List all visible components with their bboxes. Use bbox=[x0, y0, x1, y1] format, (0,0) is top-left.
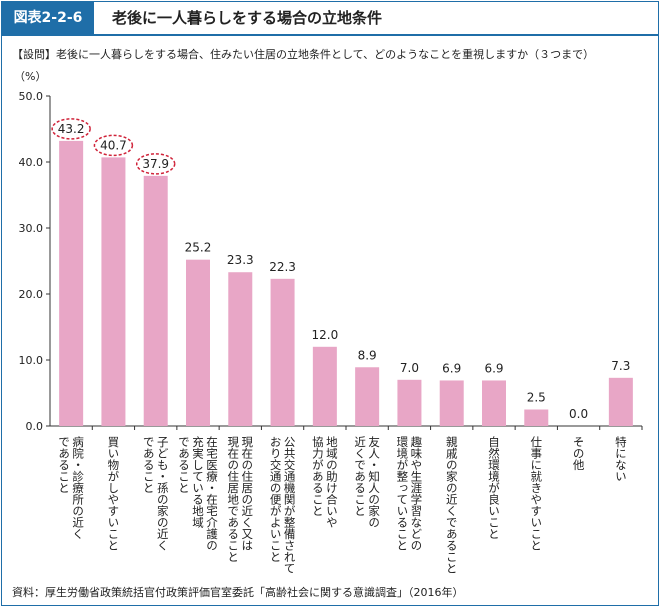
x-category-label-line: であること bbox=[142, 436, 156, 494]
value-label: 7.0 bbox=[400, 361, 419, 375]
x-category-label-line: 協力があること bbox=[311, 435, 325, 516]
x-category-label-line: 公共交通機関が整備されて bbox=[283, 436, 297, 574]
value-label: 37.9 bbox=[142, 157, 169, 171]
bar bbox=[186, 259, 210, 426]
x-category-label: 買い物がしやすいこと bbox=[106, 436, 120, 551]
x-category-label-line: 現在の住居地であること bbox=[226, 436, 240, 563]
bar bbox=[355, 367, 380, 426]
value-label: 25.2 bbox=[185, 241, 212, 255]
value-label: 6.9 bbox=[484, 361, 503, 375]
x-category-label-line: 特にない bbox=[614, 435, 628, 482]
value-label: 0.0 bbox=[569, 407, 588, 421]
x-category-label-line: 親戚の家の近くであること bbox=[445, 436, 459, 574]
x-category-label-line: 子ども・孫の家の近く bbox=[156, 436, 170, 551]
bar bbox=[228, 272, 253, 426]
x-category-label-line: その他 bbox=[572, 436, 586, 471]
value-label: 7.3 bbox=[611, 359, 630, 373]
highlight-ellipse bbox=[93, 134, 134, 157]
value-label: 6.9 bbox=[442, 361, 461, 375]
x-category-label: その他 bbox=[572, 436, 586, 471]
x-category-label-line: 現在の住居の近く又は bbox=[240, 436, 254, 551]
value-label: 8.9 bbox=[358, 348, 377, 362]
bar bbox=[397, 379, 422, 426]
highlight-ellipse bbox=[135, 153, 176, 175]
survey-question: 【設問】老後に一人暮らしをする場合、住みたい住居の立地条件として、どのようなこと… bbox=[12, 48, 595, 61]
value-label: 12.0 bbox=[311, 328, 338, 342]
x-category-label-line: 友人・知人の家の bbox=[367, 435, 381, 528]
y-tick-label: 40.0 bbox=[19, 156, 44, 169]
x-category-label-line: 充実している地域 bbox=[191, 435, 205, 528]
bar bbox=[608, 377, 633, 426]
value-label: 43.2 bbox=[58, 122, 85, 136]
figure-header: 図表2-2-6 老後に一人暮らしをする場合の立地条件 bbox=[2, 2, 658, 36]
x-category-label: 自然環境が良いこと bbox=[487, 436, 501, 540]
bar bbox=[143, 175, 168, 426]
bar bbox=[312, 346, 337, 426]
bar bbox=[524, 409, 549, 426]
x-category-label-line: 趣味や生涯学習などの bbox=[409, 435, 423, 551]
bar bbox=[439, 380, 464, 426]
x-category-label-line: 地域の助け合いや bbox=[325, 436, 339, 528]
x-category-label-line: 病院・診療所の近く bbox=[71, 435, 85, 539]
y-tick-label: 30.0 bbox=[19, 222, 44, 235]
y-tick-label: 50.0 bbox=[19, 90, 44, 103]
x-category-label-line: 買い物がしやすいこと bbox=[106, 436, 120, 551]
value-label: 23.3 bbox=[227, 253, 254, 267]
x-category-label-line: 自然環境が良いこと bbox=[487, 436, 501, 540]
figure-title: 老後に一人暮らしをする場合の立地条件 bbox=[112, 9, 383, 27]
figure-number: 図表2-2-6 bbox=[2, 2, 94, 34]
x-category-label-line: であること bbox=[57, 436, 71, 494]
x-category-label-line: 仕事に就きやすいこと bbox=[529, 436, 543, 551]
x-category-label: 親戚の家の近くであること bbox=[445, 436, 459, 574]
bar bbox=[101, 157, 126, 426]
bar bbox=[270, 278, 295, 426]
value-label: 2.5 bbox=[527, 391, 546, 405]
bar bbox=[59, 140, 84, 426]
x-category-label-line: 環境が整っていること bbox=[395, 436, 409, 551]
y-tick-label: 20.0 bbox=[19, 288, 44, 301]
bar bbox=[482, 380, 506, 426]
source-note: 資料：厚生労働省政策統括官付政策評価官室委託「高齢社会に関する意識調査」（201… bbox=[12, 586, 464, 599]
value-label: 22.3 bbox=[269, 260, 296, 274]
x-category-label-line: おり交通の便がよいこと bbox=[269, 436, 283, 563]
y-tick-label: 0.0 bbox=[26, 420, 44, 433]
x-category-label: 特にない bbox=[614, 435, 628, 482]
highlight-ellipse bbox=[51, 118, 91, 140]
x-category-label-line: 在宅医療・在宅介護の bbox=[205, 436, 219, 551]
y-tick-label: 10.0 bbox=[19, 354, 44, 367]
y-axis-unit: （%） bbox=[14, 70, 46, 83]
x-category-label-line: 近くであること bbox=[353, 436, 367, 517]
x-category-label: 仕事に就きやすいこと bbox=[529, 436, 543, 551]
value-label: 40.7 bbox=[100, 138, 127, 152]
x-category-label-line: であること bbox=[177, 436, 191, 494]
